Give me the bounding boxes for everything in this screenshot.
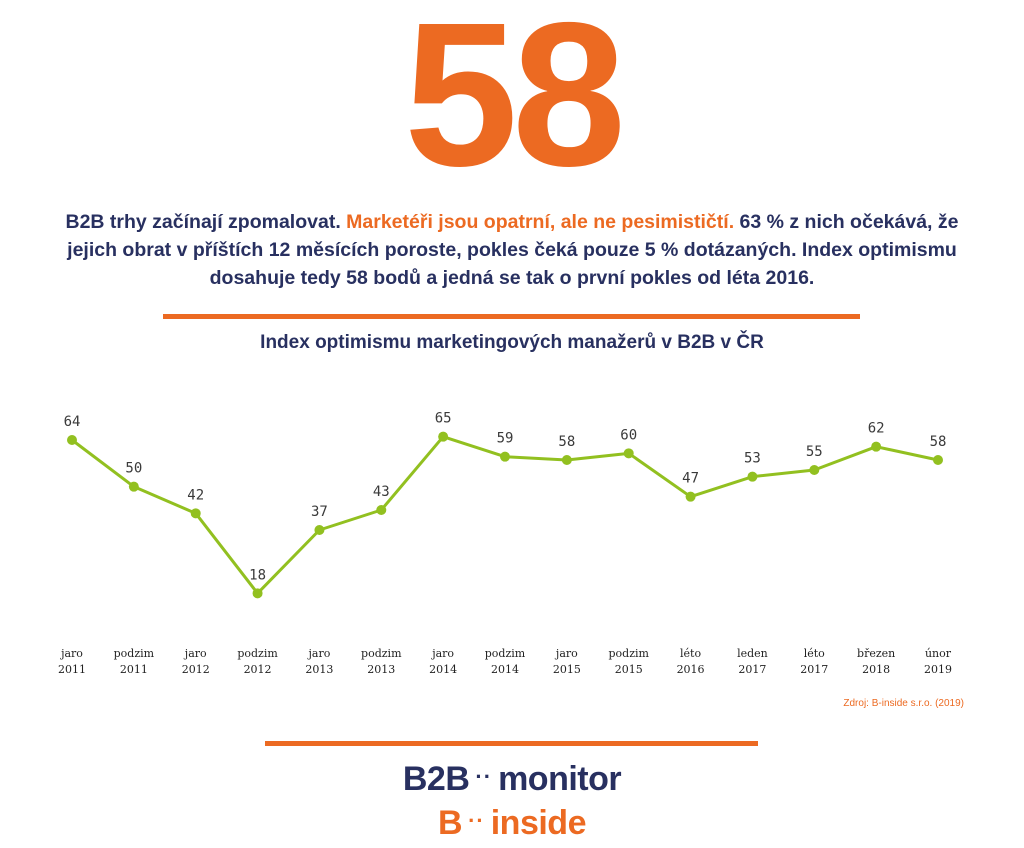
data-label: 59 bbox=[497, 431, 514, 447]
intro-part1: B2B trhy začínají zpomalovat. bbox=[65, 211, 347, 233]
data-point bbox=[871, 441, 882, 452]
data-label: 60 bbox=[620, 427, 637, 443]
logo-b2b: B2B bbox=[402, 760, 470, 798]
b-inside-logo: B ·· inside bbox=[0, 806, 1024, 840]
data-label: 58 bbox=[558, 434, 575, 450]
x-tick-label: jaro 2014 bbox=[429, 647, 457, 676]
data-point bbox=[685, 491, 696, 502]
data-point bbox=[747, 471, 758, 482]
b2b-monitor-logo: B2B ·· monitor bbox=[0, 762, 1024, 796]
intro-text: B2B trhy začínají zpomalovat. Marketéři … bbox=[60, 208, 964, 292]
x-tick-label: podzim 2013 bbox=[361, 647, 402, 676]
x-tick-label: březen 2018 bbox=[857, 647, 895, 676]
x-tick-label: podzim 2014 bbox=[485, 647, 526, 676]
data-label: 37 bbox=[311, 504, 328, 520]
data-point bbox=[933, 455, 943, 465]
data-label: 47 bbox=[682, 471, 699, 487]
data-label: 42 bbox=[187, 487, 204, 503]
x-tick-label: jaro 2015 bbox=[553, 647, 581, 676]
data-point bbox=[438, 431, 449, 442]
data-label: 64 bbox=[64, 414, 81, 430]
data-point bbox=[561, 455, 572, 465]
top-divider bbox=[163, 314, 860, 319]
headline-number: 58 bbox=[403, 0, 626, 209]
data-point bbox=[252, 588, 263, 599]
logo-monitor: monitor bbox=[498, 760, 622, 798]
logo-monitor-dots: ·· bbox=[475, 764, 493, 789]
data-point bbox=[190, 508, 201, 519]
x-tick-label: léto 2016 bbox=[677, 647, 705, 676]
intro-part2: 63 % z nich očekává, že jejich obrat v p… bbox=[67, 211, 959, 289]
x-tick-label: podzim 2015 bbox=[608, 647, 649, 676]
data-label: 55 bbox=[806, 444, 823, 460]
intro-highlight: Marketéři jsou opatrní, ale ne pesimisti… bbox=[346, 211, 735, 233]
data-point bbox=[623, 448, 634, 459]
data-label: 62 bbox=[868, 421, 885, 437]
bottom-divider bbox=[265, 741, 758, 746]
chart-title: Index optimismu marketingových manažerů … bbox=[260, 332, 764, 353]
x-tick-label: podzim 2012 bbox=[237, 647, 278, 676]
data-label: 43 bbox=[373, 484, 390, 500]
data-point bbox=[376, 505, 387, 515]
x-tick-label: únor 2019 bbox=[924, 647, 952, 676]
data-label: 53 bbox=[744, 451, 761, 467]
logo-inside-dots: ·· bbox=[468, 808, 485, 833]
x-tick-label: jaro 2012 bbox=[182, 647, 210, 676]
x-tick-label: leden 2017 bbox=[737, 647, 768, 676]
data-label: 65 bbox=[435, 411, 452, 427]
data-point bbox=[67, 435, 77, 445]
data-point bbox=[809, 465, 820, 475]
data-label: 50 bbox=[125, 461, 142, 477]
source-note: Zdroj: B-inside s.r.o. (2019) bbox=[843, 698, 964, 709]
x-tick-label: podzim 2011 bbox=[114, 647, 155, 676]
data-point bbox=[314, 525, 325, 535]
data-point bbox=[128, 481, 139, 492]
x-tick-label: jaro 2011 bbox=[58, 647, 86, 676]
data-point bbox=[500, 451, 510, 462]
logo-b: B bbox=[438, 804, 463, 842]
line-chart: 64 50 42 18 37 43 65 59 58 60 47 53 55 62 58 jaro 2011 po… bbox=[58, 411, 952, 676]
x-tick-label: jaro 2013 bbox=[305, 647, 333, 676]
logo-inside: inside bbox=[490, 804, 587, 842]
data-label: 18 bbox=[249, 567, 266, 583]
data-label: 58 bbox=[930, 434, 947, 450]
x-tick-label: léto 2017 bbox=[800, 647, 828, 676]
